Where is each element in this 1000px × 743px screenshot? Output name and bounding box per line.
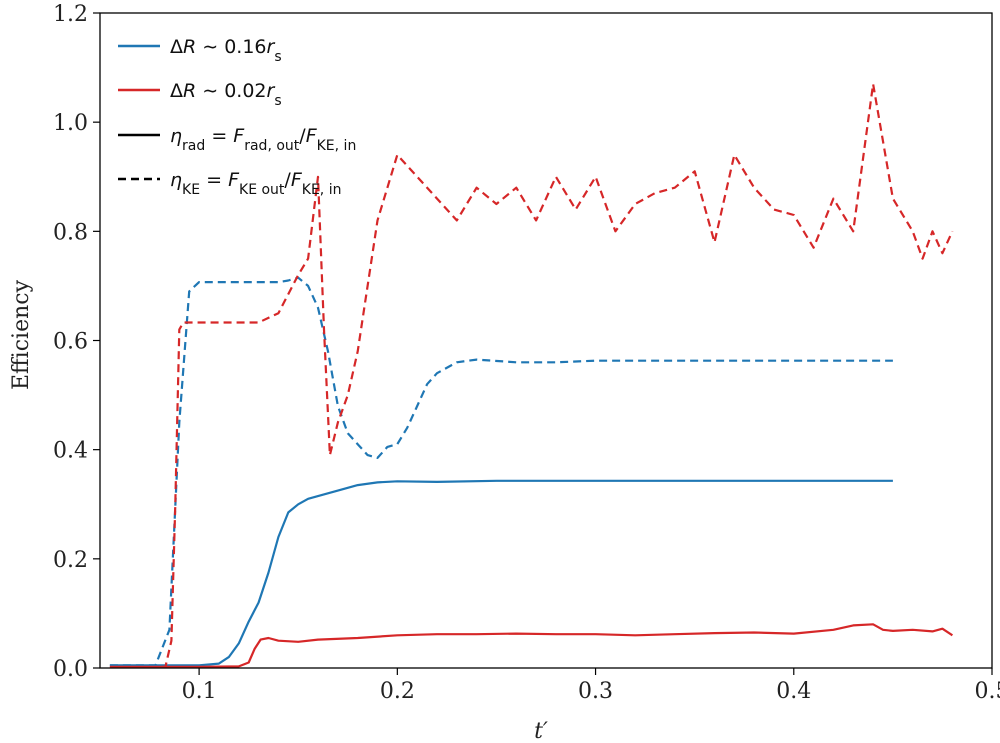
y-tick-label: 0.6 — [53, 330, 88, 355]
series-line-3 — [109, 82, 954, 669]
series-layer — [109, 82, 954, 669]
x-tick-label: 0.2 — [380, 679, 415, 704]
legend-label: ΔR ∼ 0.02rs — [170, 80, 282, 109]
y-axis-label: Efficiency — [9, 279, 34, 390]
legend-label: ΔR ∼ 0.16rs — [170, 36, 282, 65]
x-tick-label: 0.4 — [776, 679, 811, 704]
legend-label: ηrad = Frad, out/FKE, in — [170, 125, 356, 154]
x-tick-label: 0.3 — [578, 679, 613, 704]
y-tick-label: 0.8 — [53, 220, 88, 245]
x-tick-label: 0.5 — [975, 679, 1000, 704]
x-tick-label: 0.1 — [182, 679, 217, 704]
y-tick-label: 0.4 — [53, 439, 88, 464]
x-axis-label: t′ — [534, 719, 548, 743]
series-line-2 — [109, 276, 893, 667]
y-tick-label: 1.2 — [53, 2, 88, 27]
y-tick-label: 0.0 — [53, 657, 88, 682]
series-line-0 — [109, 479, 893, 667]
legend: ΔR ∼ 0.16rs ΔR ∼ 0.02rs ηrad = Frad, out/F… — [118, 36, 356, 198]
y-tick-label: 1.0 — [53, 111, 88, 136]
tick-group: 0.1 0.2 0.3 0.4 0.5 0.0 0.2 0.4 0.6 0.8 1.0 1.2 — [53, 2, 1000, 704]
plot-frame — [99, 12, 993, 669]
y-tick-label: 0.2 — [53, 548, 88, 573]
series-line-1 — [109, 623, 954, 669]
legend-label: ηKE = FKE out/FKE, in — [170, 169, 341, 198]
